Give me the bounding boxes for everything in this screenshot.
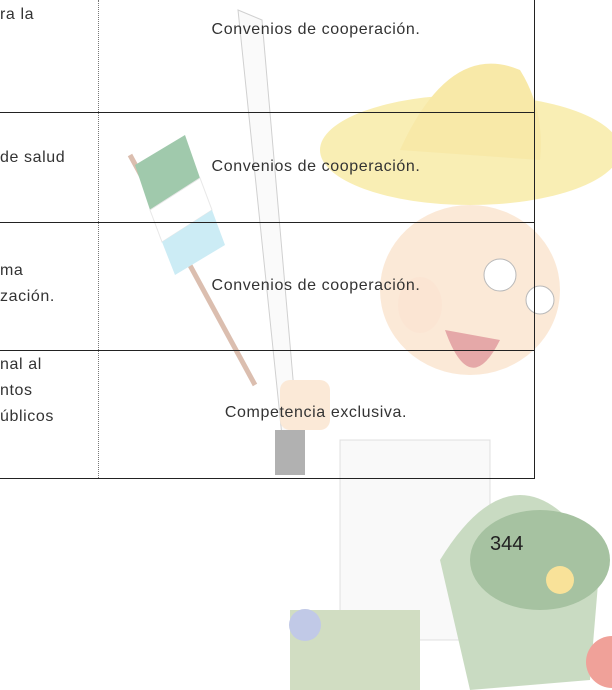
- cell-text: de salud: [0, 149, 66, 166]
- page-number: 344: [490, 533, 524, 555]
- row-border: [0, 222, 535, 223]
- cell-text: ra la: [0, 6, 35, 23]
- cell-text: Convenios de cooperación.: [211, 158, 421, 175]
- cell-text: Competencia exclusiva.: [224, 404, 408, 421]
- cell-text: úblicos: [0, 408, 55, 425]
- row-border: [0, 478, 535, 479]
- column-divider: [98, 0, 99, 478]
- cell-text: Convenios de cooperación.: [211, 21, 421, 38]
- cell-text: nal al: [0, 356, 42, 373]
- cell-text: ma: [0, 262, 24, 279]
- row-border: [0, 350, 535, 351]
- cell-text: zación.: [0, 288, 55, 305]
- row-border: [0, 112, 535, 113]
- table-border: [534, 0, 535, 478]
- cell-text: ntos: [0, 382, 33, 399]
- cell-text: Convenios de cooperación.: [211, 277, 421, 294]
